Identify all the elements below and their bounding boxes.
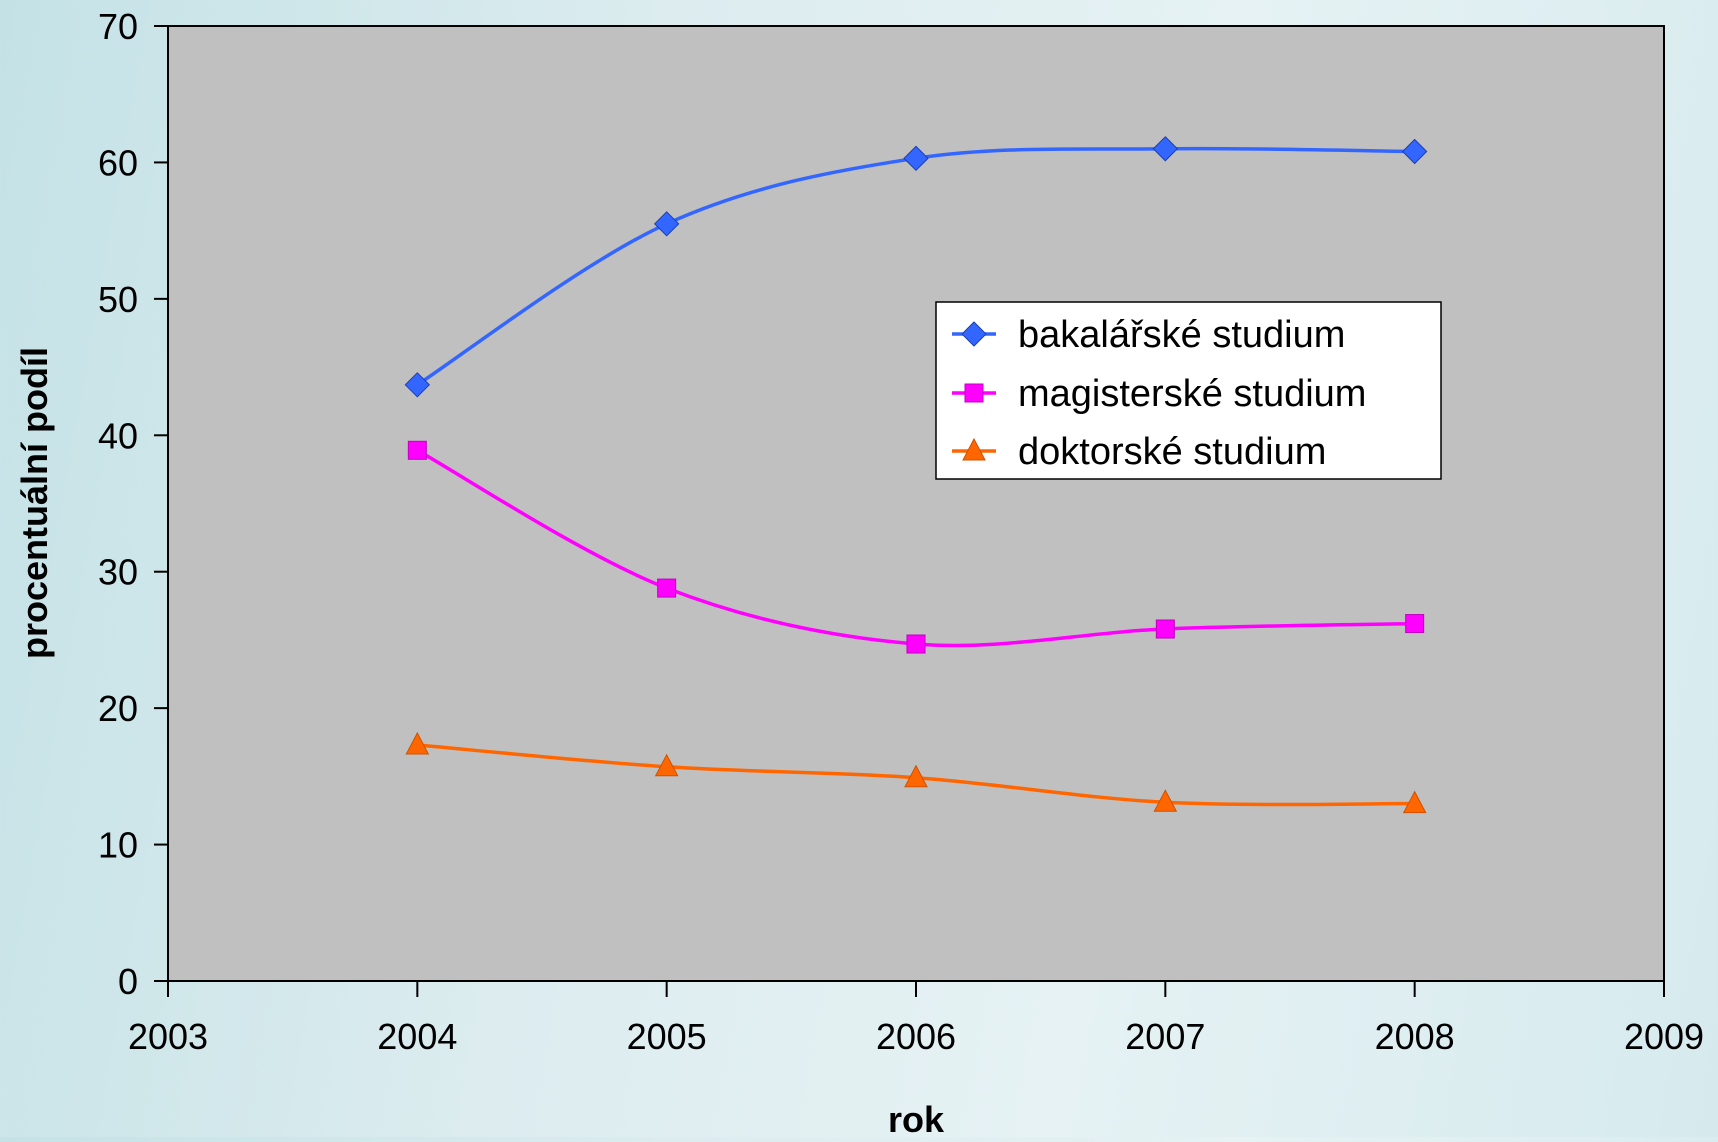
series-triangle [405,731,1427,814]
x-tick-label: 2006 [876,1016,956,1057]
y-tick-label: 0 [118,961,138,1002]
data-point [653,211,680,237]
legend-label: magisterské studium [1018,373,1366,415]
series-layer [404,136,1428,814]
data-point [657,578,677,598]
legend-box [935,301,1442,480]
x-tick-label: 2007 [1125,1016,1205,1057]
x-tick-label: 2009 [1624,1016,1704,1057]
y-tick-label: 10 [98,825,138,866]
x-tick-label: 2008 [1375,1016,1455,1057]
y-tick-label: 20 [98,688,138,729]
axes: 2003 2004 2005 2006 2007 2008 2009 0 10 20 30 40 50 6… [98,6,1704,1057]
legend-marker [964,383,984,403]
legend: bakalářské studium magisterské studium dok… [935,301,1442,480]
data-point [1152,136,1179,162]
data-point [1401,138,1428,165]
x-tick-label: 2005 [627,1016,707,1057]
y-tick-label: 30 [98,552,138,593]
y-tick-label: 40 [98,415,138,456]
data-point [1405,614,1425,634]
series-square [407,440,1425,654]
data-point [906,634,926,654]
x-axis-title: rok [888,1099,945,1137]
y-tick-label: 70 [98,6,138,47]
legend-marker [962,437,986,461]
data-point [1402,790,1427,814]
legend-label: bakalářské studium [1018,314,1345,356]
y-axis-title: procentuální podíl [14,347,55,659]
legend-marker [961,321,987,347]
y-tick-label: 50 [98,279,138,320]
data-point [1153,789,1178,812]
series-diamond [404,136,1428,398]
data-point [407,440,427,460]
plot-area [167,25,1665,982]
y-tick-label: 60 [98,142,138,183]
legend-label: doktorské studium [1018,431,1326,473]
data-point [404,372,431,398]
data-point [405,731,430,755]
x-tick-label: 2003 [128,1016,208,1057]
data-point [1155,619,1175,639]
data-point [903,145,929,172]
data-point [654,753,679,777]
data-point [904,764,928,788]
x-tick-label: 2004 [377,1016,457,1057]
